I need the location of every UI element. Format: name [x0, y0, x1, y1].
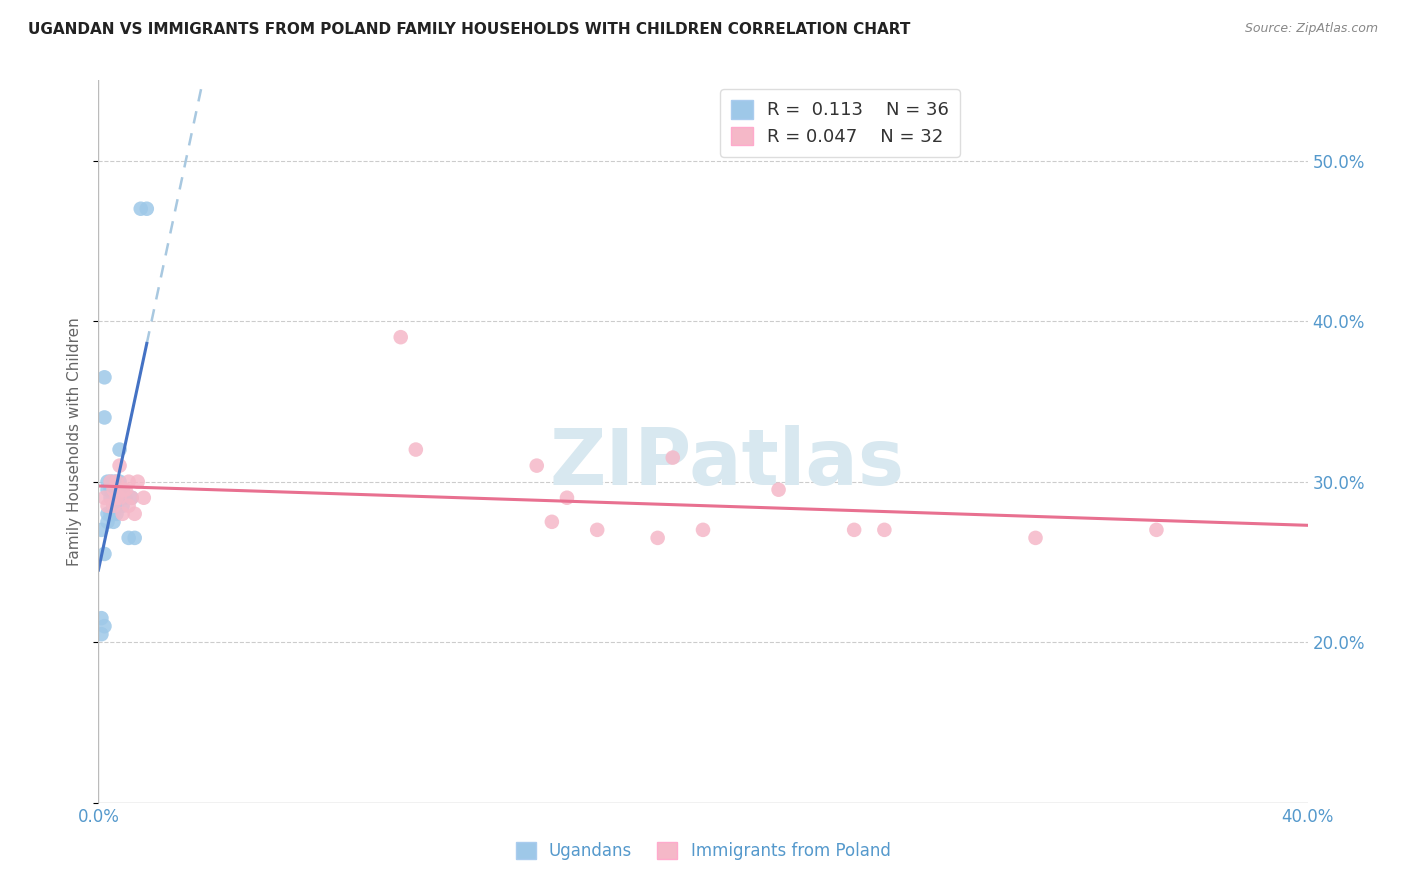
Point	[100, 483, 122, 497]
Point	[108, 458, 131, 473]
Point	[1024, 531, 1046, 545]
Point	[121, 491, 143, 505]
Point	[96, 483, 118, 497]
Point	[389, 330, 412, 344]
Point	[121, 491, 143, 505]
Point	[114, 491, 136, 505]
Point	[103, 499, 125, 513]
Point	[105, 475, 128, 489]
Text: ZIPatlas: ZIPatlas	[550, 425, 904, 501]
Point	[108, 491, 131, 505]
Point	[661, 450, 683, 465]
Point	[100, 475, 122, 489]
Point	[93, 410, 115, 425]
Point	[105, 507, 128, 521]
Point	[111, 499, 134, 513]
Point	[108, 475, 131, 489]
Point	[586, 523, 609, 537]
Point	[647, 531, 669, 545]
Point	[103, 491, 125, 505]
Point	[540, 515, 562, 529]
Point	[93, 619, 115, 633]
Point	[132, 491, 155, 505]
Point	[96, 475, 118, 489]
Point	[108, 442, 131, 457]
Point	[114, 483, 136, 497]
Point	[93, 370, 115, 384]
Point	[90, 627, 112, 641]
Point	[118, 475, 141, 489]
Point	[127, 475, 149, 489]
Point	[103, 499, 125, 513]
Point	[96, 507, 118, 521]
Point	[100, 491, 122, 505]
Point	[135, 202, 157, 216]
Point	[103, 483, 125, 497]
Point	[873, 523, 896, 537]
Point	[129, 202, 152, 216]
Point	[96, 499, 118, 513]
Point	[118, 531, 141, 545]
Point	[90, 523, 112, 537]
Point	[90, 611, 112, 625]
Point	[103, 515, 125, 529]
Point	[96, 515, 118, 529]
Point	[103, 507, 125, 521]
Text: UGANDAN VS IMMIGRANTS FROM POLAND FAMILY HOUSEHOLDS WITH CHILDREN CORRELATION CH: UGANDAN VS IMMIGRANTS FROM POLAND FAMILY…	[28, 22, 911, 37]
Point	[124, 531, 146, 545]
Point	[118, 499, 141, 513]
Point	[111, 507, 134, 521]
Text: Source: ZipAtlas.com: Source: ZipAtlas.com	[1244, 22, 1378, 36]
Point	[405, 442, 427, 457]
Point	[105, 491, 128, 505]
Point	[105, 475, 128, 489]
Point	[844, 523, 866, 537]
Point	[768, 483, 790, 497]
Point	[526, 458, 548, 473]
Y-axis label: Family Households with Children: Family Households with Children	[67, 318, 83, 566]
Point	[93, 547, 115, 561]
Point	[111, 483, 134, 497]
Point	[108, 483, 131, 497]
Point	[124, 507, 146, 521]
Legend: Ugandans, Immigrants from Poland: Ugandans, Immigrants from Poland	[509, 835, 897, 867]
Point	[692, 523, 714, 537]
Point	[105, 499, 128, 513]
Point	[100, 507, 122, 521]
Point	[93, 491, 115, 505]
Point	[111, 483, 134, 497]
Point	[1144, 523, 1167, 537]
Point	[555, 491, 578, 505]
Point	[100, 475, 122, 489]
Point	[103, 475, 125, 489]
Point	[105, 491, 128, 505]
Point	[103, 483, 125, 497]
